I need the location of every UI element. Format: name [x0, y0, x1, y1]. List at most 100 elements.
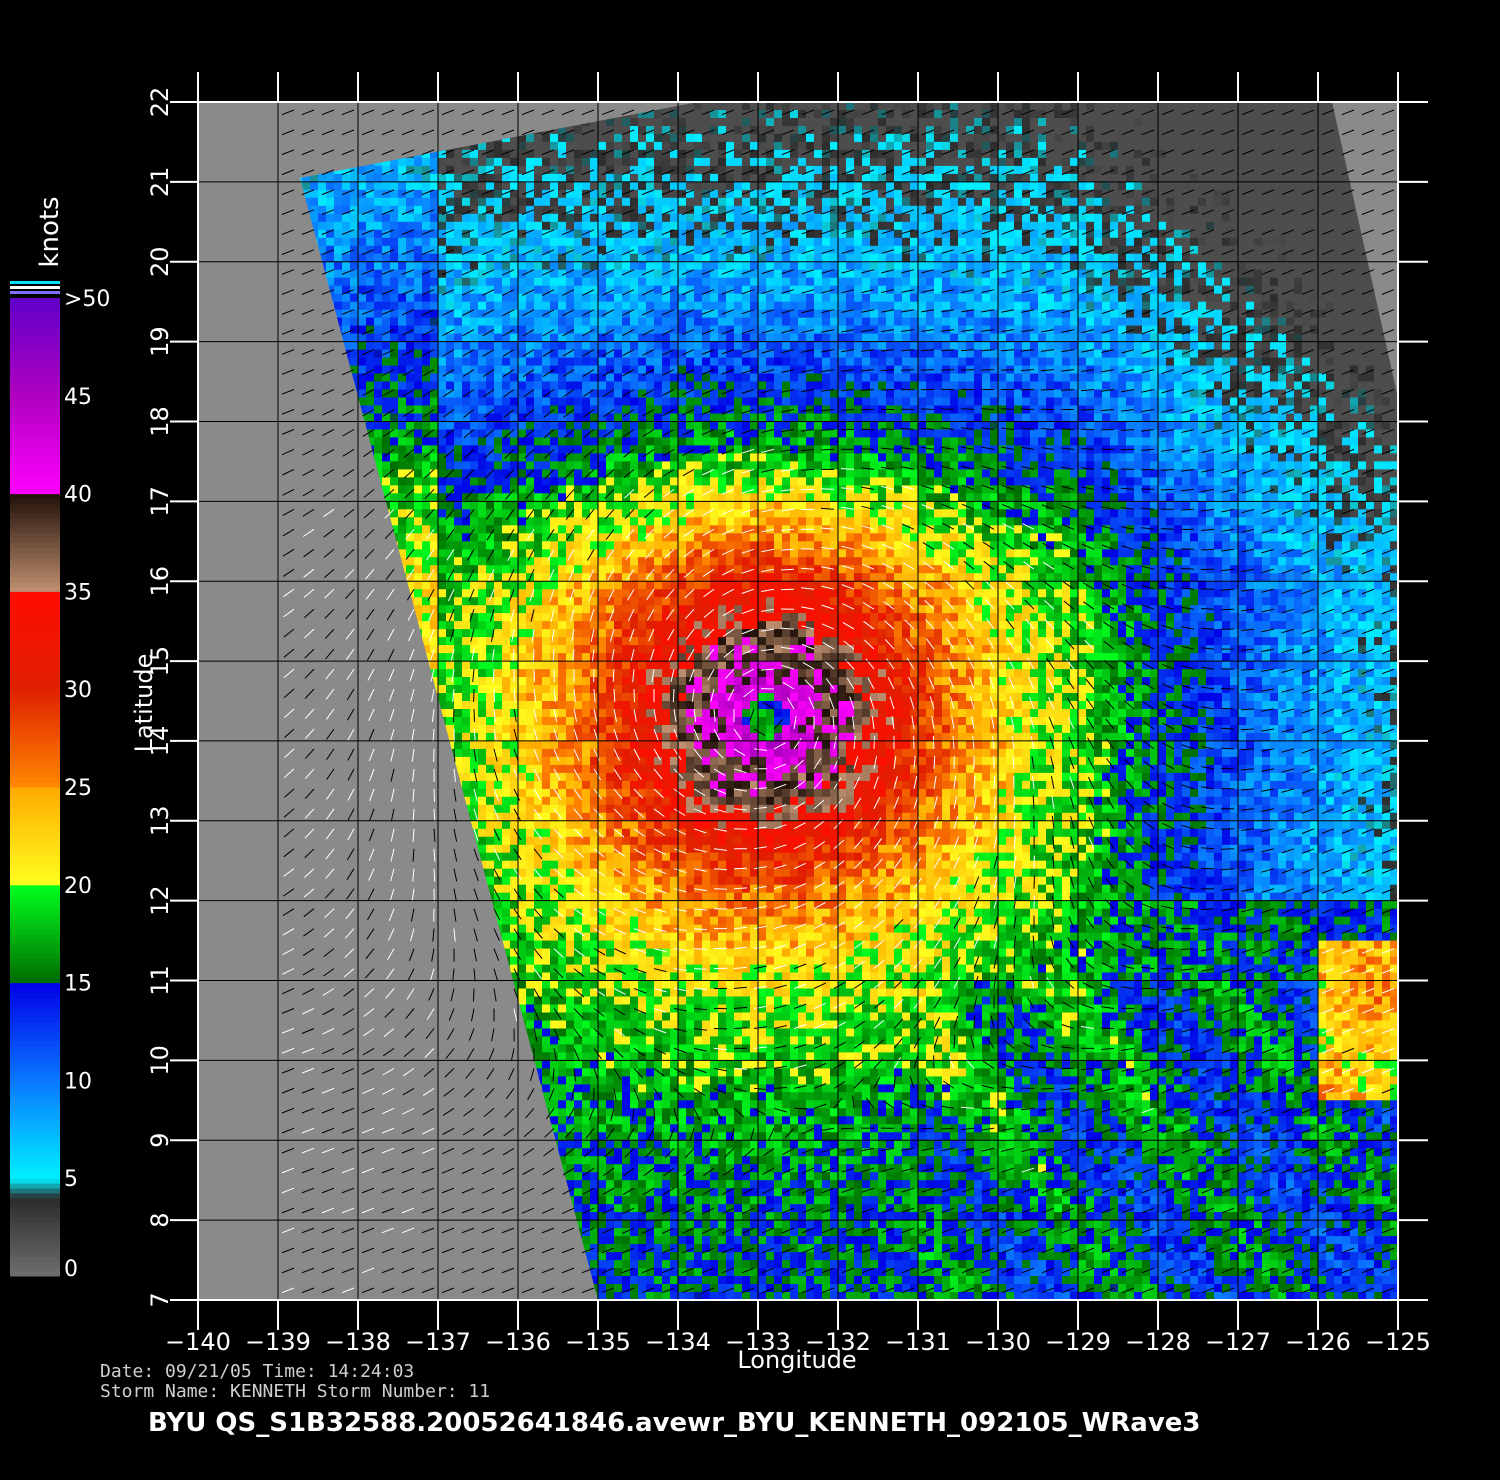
wind-speed-cell [654, 110, 663, 119]
wind-speed-cell [726, 102, 735, 111]
wind-speed-cell [758, 245, 767, 255]
wind-speed-cell [630, 110, 639, 119]
wind-speed-cell [430, 269, 439, 279]
wind-speed-cell [966, 110, 975, 119]
wind-speed-cell [774, 325, 783, 335]
wind-speed-cell [1286, 133, 1295, 143]
wind-speed-cell [894, 118, 903, 127]
wind-speed-cell [1038, 141, 1047, 151]
wind-speed-cell [990, 197, 999, 207]
wind-speed-cell [1182, 285, 1191, 295]
wind-speed-cell [1014, 245, 1023, 255]
wind-speed-cell [1214, 173, 1223, 183]
wind-speed-cell [958, 205, 967, 215]
wind-speed-cell [694, 110, 703, 119]
wind-speed-cell [1094, 189, 1103, 199]
wind-speed-cell [766, 197, 775, 207]
wind-speed-cell [478, 325, 487, 335]
wind-speed-cell [854, 301, 863, 311]
wind-speed-cell [598, 309, 607, 319]
wind-speed-cell [1326, 173, 1335, 183]
wind-speed-cell [878, 261, 887, 271]
wind-speed-cell [1310, 110, 1319, 119]
wind-speed-cell [1318, 245, 1327, 255]
wind-speed-cell [1150, 157, 1159, 167]
wind-speed-cell [950, 213, 959, 223]
wind-speed-cell [1270, 269, 1279, 279]
wind-speed-cell [494, 157, 503, 167]
wind-speed-cell [1046, 102, 1055, 111]
wind-speed-cell [782, 165, 791, 175]
wind-speed-cell [814, 141, 823, 151]
wind-speed-cell [1110, 221, 1119, 231]
wind-speed-cell [1254, 221, 1263, 231]
wind-speed-cell [638, 309, 647, 319]
wind-speed-cell [670, 253, 679, 263]
wind-speed-cell [1094, 102, 1103, 111]
wind-speed-cell [1350, 253, 1359, 263]
wind-speed-cell [918, 173, 927, 183]
wind-speed-cell [430, 245, 439, 255]
wind-speed-cell [534, 285, 543, 295]
wind-speed-cell [1166, 349, 1175, 359]
wind-speed-cell [1142, 118, 1151, 127]
wind-speed-cell [1126, 165, 1135, 175]
wind-speed-cell [1006, 126, 1015, 135]
wind-speed-cell [398, 309, 407, 319]
wind-speed-cell [382, 253, 391, 263]
wind-speed-cell [726, 325, 735, 335]
wind-speed-cell [430, 325, 439, 335]
wind-speed-cell [1030, 349, 1039, 359]
wind-speed-cell [814, 213, 823, 223]
wind-speed-cell [318, 221, 327, 231]
wind-speed-cell [574, 189, 583, 199]
wind-speed-cell [1302, 102, 1311, 111]
wind-speed-cell [750, 229, 759, 239]
wind-speed-cell [838, 157, 847, 167]
wind-speed-cell [742, 165, 751, 175]
wind-speed-cell [1190, 197, 1199, 207]
wind-speed-cell [510, 277, 519, 287]
wind-speed-cell [806, 357, 815, 367]
wind-speed-cell [1342, 181, 1351, 191]
wind-speed-cell [1374, 317, 1383, 327]
wind-speed-cell [1038, 126, 1047, 135]
wind-speed-cell [1086, 253, 1095, 263]
wind-speed-cell [654, 349, 663, 359]
wind-speed-cell [1086, 269, 1095, 279]
wind-speed-cell [1214, 221, 1223, 231]
wind-speed-cell [486, 141, 495, 151]
wind-speed-cell [790, 149, 799, 159]
wind-speed-cell [990, 349, 999, 359]
wind-speed-cell [1246, 341, 1255, 351]
wind-speed-cell [902, 126, 911, 135]
wind-speed-cell [822, 309, 831, 319]
wind-speed-cell [478, 245, 487, 255]
wind-speed-cell [598, 197, 607, 207]
wind-speed-cell [886, 126, 895, 135]
wind-speed-cell [806, 341, 815, 351]
wind-speed-cell [582, 205, 591, 215]
wind-speed-cell [694, 149, 703, 159]
wind-speed-cell [446, 237, 455, 247]
wind-speed-cell [1398, 262, 1407, 271]
wind-speed-cell [1334, 333, 1343, 343]
wind-speed-cell [926, 349, 935, 359]
wind-speed-cell [1070, 102, 1079, 111]
wind-speed-cell [358, 181, 367, 191]
wind-speed-cell [862, 277, 871, 287]
wind-speed-cell [1310, 261, 1319, 271]
wind-speed-cell [734, 126, 743, 135]
wind-speed-cell [542, 357, 551, 367]
wind-speed-cell [550, 261, 559, 271]
wind-speed-cell [1110, 285, 1119, 295]
wind-speed-cell [686, 165, 695, 175]
wind-speed-cell [1054, 293, 1063, 303]
wind-speed-cell [894, 341, 903, 351]
wind-speed-cell [854, 253, 863, 263]
wind-speed-cell [550, 245, 559, 255]
wind-speed-cell [1022, 205, 1031, 215]
wind-speed-cell [758, 293, 767, 303]
wind-speed-cell [1190, 285, 1199, 295]
wind-speed-cell [414, 213, 423, 223]
